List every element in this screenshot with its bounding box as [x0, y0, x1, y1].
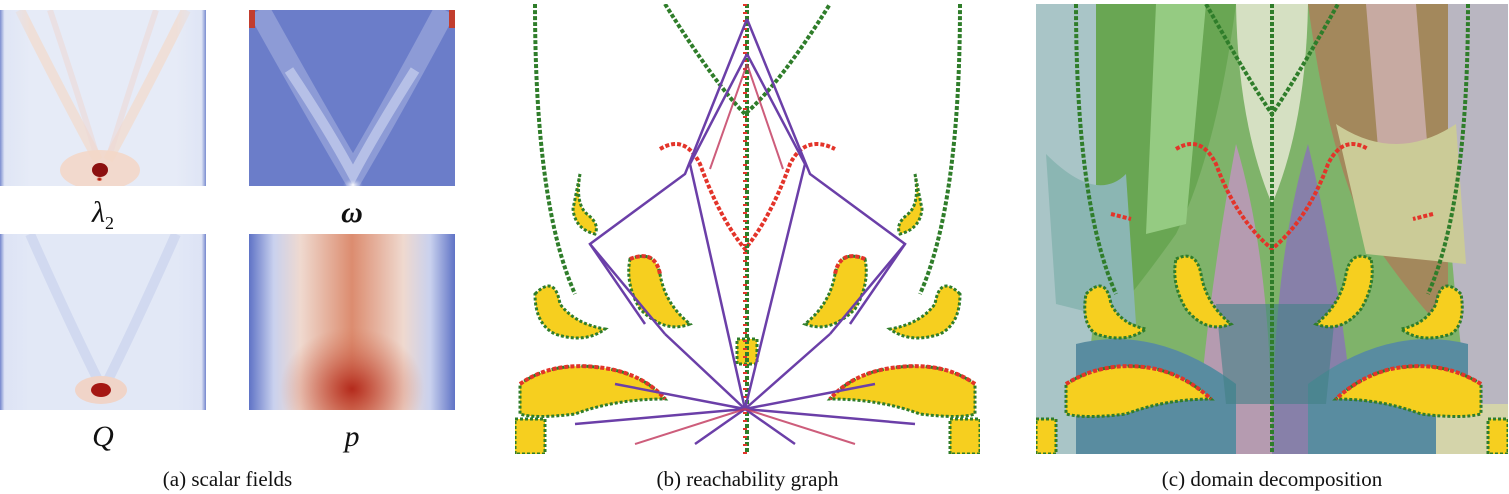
caption-b: (b) reachability graph: [656, 467, 839, 491]
q-symbol: Q: [92, 420, 114, 453]
p-field-image: [249, 234, 455, 410]
reachability-graph-figure: [515, 4, 980, 454]
caption-c: (c) domain decomposition: [1161, 467, 1383, 491]
lambda2-field-image: [0, 10, 206, 186]
q-field-image: [0, 234, 206, 410]
omega-symbol: ω: [341, 196, 363, 229]
yellow-regions: [515, 173, 980, 454]
caption-a: (a) scalar fields: [162, 467, 293, 491]
graph-edges: [574, 18, 916, 446]
p-symbol: p: [344, 420, 360, 453]
omega-field-image: [249, 10, 455, 186]
domain-decomposition-figure: [1036, 4, 1508, 454]
lambda2-symbol: λ2: [92, 196, 114, 233]
